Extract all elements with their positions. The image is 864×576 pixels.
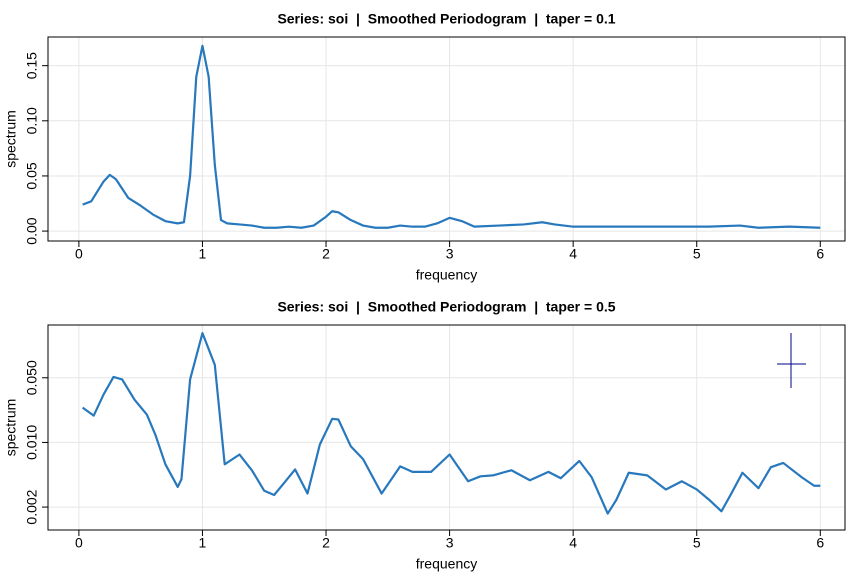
x-tick-label: 0 (75, 246, 83, 262)
y-tick-label: 0.010 (24, 425, 40, 460)
chart-title: Series: soi | Smoothed Periodogram | tap… (277, 11, 615, 27)
plot-frame (47, 324, 846, 531)
y-tick-label: 0.05 (24, 162, 40, 189)
x-tick-label: 3 (446, 246, 454, 262)
x-tick-label: 5 (693, 246, 701, 262)
x-tick-label: 1 (199, 535, 207, 551)
x-tick-label: 5 (693, 535, 701, 551)
data-line (81, 332, 821, 515)
x-tick-label: 4 (569, 535, 577, 551)
y-tick-label: 0.10 (24, 107, 40, 134)
x-tick-label: 2 (322, 535, 330, 551)
x-tick-label: 0 (75, 535, 83, 551)
y-tick-label: 0.050 (24, 360, 40, 395)
y-tick-label: 0.002 (24, 489, 40, 524)
y-axis-label: spectrum (3, 399, 19, 457)
x-tick-label: 6 (816, 535, 824, 551)
y-tick-label: 0.00 (24, 217, 40, 244)
x-axis-label: frequency (416, 556, 477, 572)
data-line (82, 44, 821, 229)
x-tick-label: 6 (816, 246, 824, 262)
bandwidth-marker (777, 333, 806, 388)
plot-frame (47, 36, 846, 242)
x-tick-label: 4 (569, 246, 577, 262)
chart-title: Series: soi | Smoothed Periodogram | tap… (277, 299, 615, 315)
x-tick-label: 1 (199, 246, 207, 262)
y-tick-label: 0.15 (24, 52, 40, 79)
x-tick-label: 3 (446, 535, 454, 551)
x-tick-label: 2 (322, 246, 330, 262)
y-axis-label: spectrum (3, 110, 19, 168)
x-axis-label: frequency (416, 267, 477, 283)
